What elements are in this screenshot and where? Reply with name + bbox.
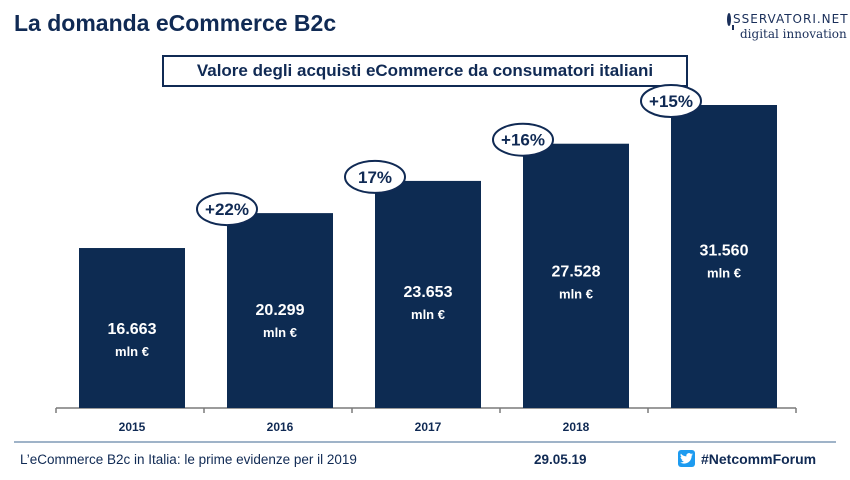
growth-label: +22% [205,200,249,219]
bar-value-label: 16.663 [108,321,157,338]
bar [523,143,629,408]
growth-badge [344,159,406,194]
growth-badge [492,122,554,157]
bar-value-label: 31.560 [700,242,749,259]
bar [671,105,777,408]
magnifier-icon [727,12,734,30]
bar-value-label: 23.653 [404,284,453,301]
x-tick-label: 2016 [267,420,294,434]
bar-unit-label: mln € [263,325,297,340]
hashtag: #NetcommForum [701,451,817,467]
footer-divider [14,441,836,443]
page-title: La domanda eCommerce B2c [14,10,337,36]
bar-value-label: 27.528 [552,264,601,281]
x-tick-label: 2018 [563,420,590,434]
growth-label: +16% [501,131,545,150]
footer-caption: L’eCommerce B2c in Italia: le prime evid… [20,452,357,467]
x-tick-label: 2017 [415,420,442,434]
growth-badge [640,84,702,118]
bar [227,213,333,408]
bar-unit-label: mln € [559,287,593,302]
bar-unit-label: mln € [115,344,149,359]
bar-value-label: 20.299 [256,302,305,319]
footer-date: 29.05.19 [534,452,587,467]
logo-text-top: SSERVATORI.NET [733,12,849,26]
growth-badge [196,192,258,227]
logo-text-bottom: digital innovation [740,27,847,41]
bar [375,180,481,408]
growth-label: +15% [649,92,693,111]
twitter-icon [678,450,695,467]
osservatori-logo: SSERVATORI.NET digital innovation [727,12,848,41]
chart-title: Valore degli acquisti eCommerce da consu… [162,55,688,87]
bar [79,248,185,408]
x-tick-label: 2015 [119,420,146,434]
bar-unit-label: mln € [707,265,741,280]
growth-label: 17% [358,168,392,187]
bar-unit-label: mln € [411,307,445,322]
